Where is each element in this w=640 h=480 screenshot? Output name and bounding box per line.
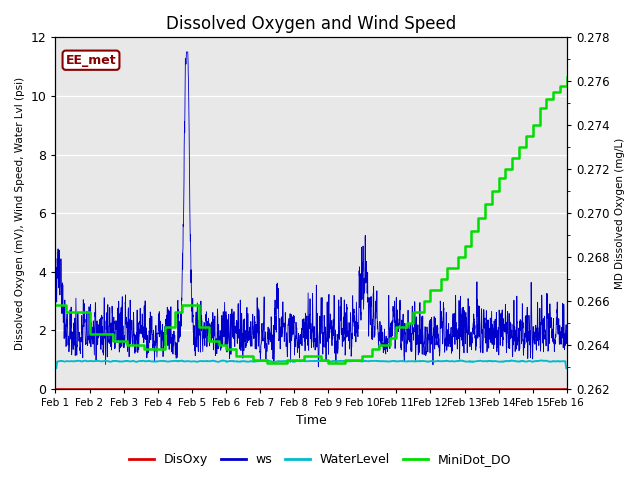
Title: Dissolved Oxygen and Wind Speed: Dissolved Oxygen and Wind Speed <box>166 15 456 33</box>
Y-axis label: MD Dissolved Oxygen (mg/L): MD Dissolved Oxygen (mg/L) <box>615 138 625 289</box>
X-axis label: Time: Time <box>296 414 326 427</box>
Text: EE_met: EE_met <box>66 54 116 67</box>
Y-axis label: Dissolved Oxygen (mV), Wind Speed, Water Lvl (psi): Dissolved Oxygen (mV), Wind Speed, Water… <box>15 77 25 350</box>
Legend: DisOxy, ws, WaterLevel, MiniDot_DO: DisOxy, ws, WaterLevel, MiniDot_DO <box>124 448 516 471</box>
